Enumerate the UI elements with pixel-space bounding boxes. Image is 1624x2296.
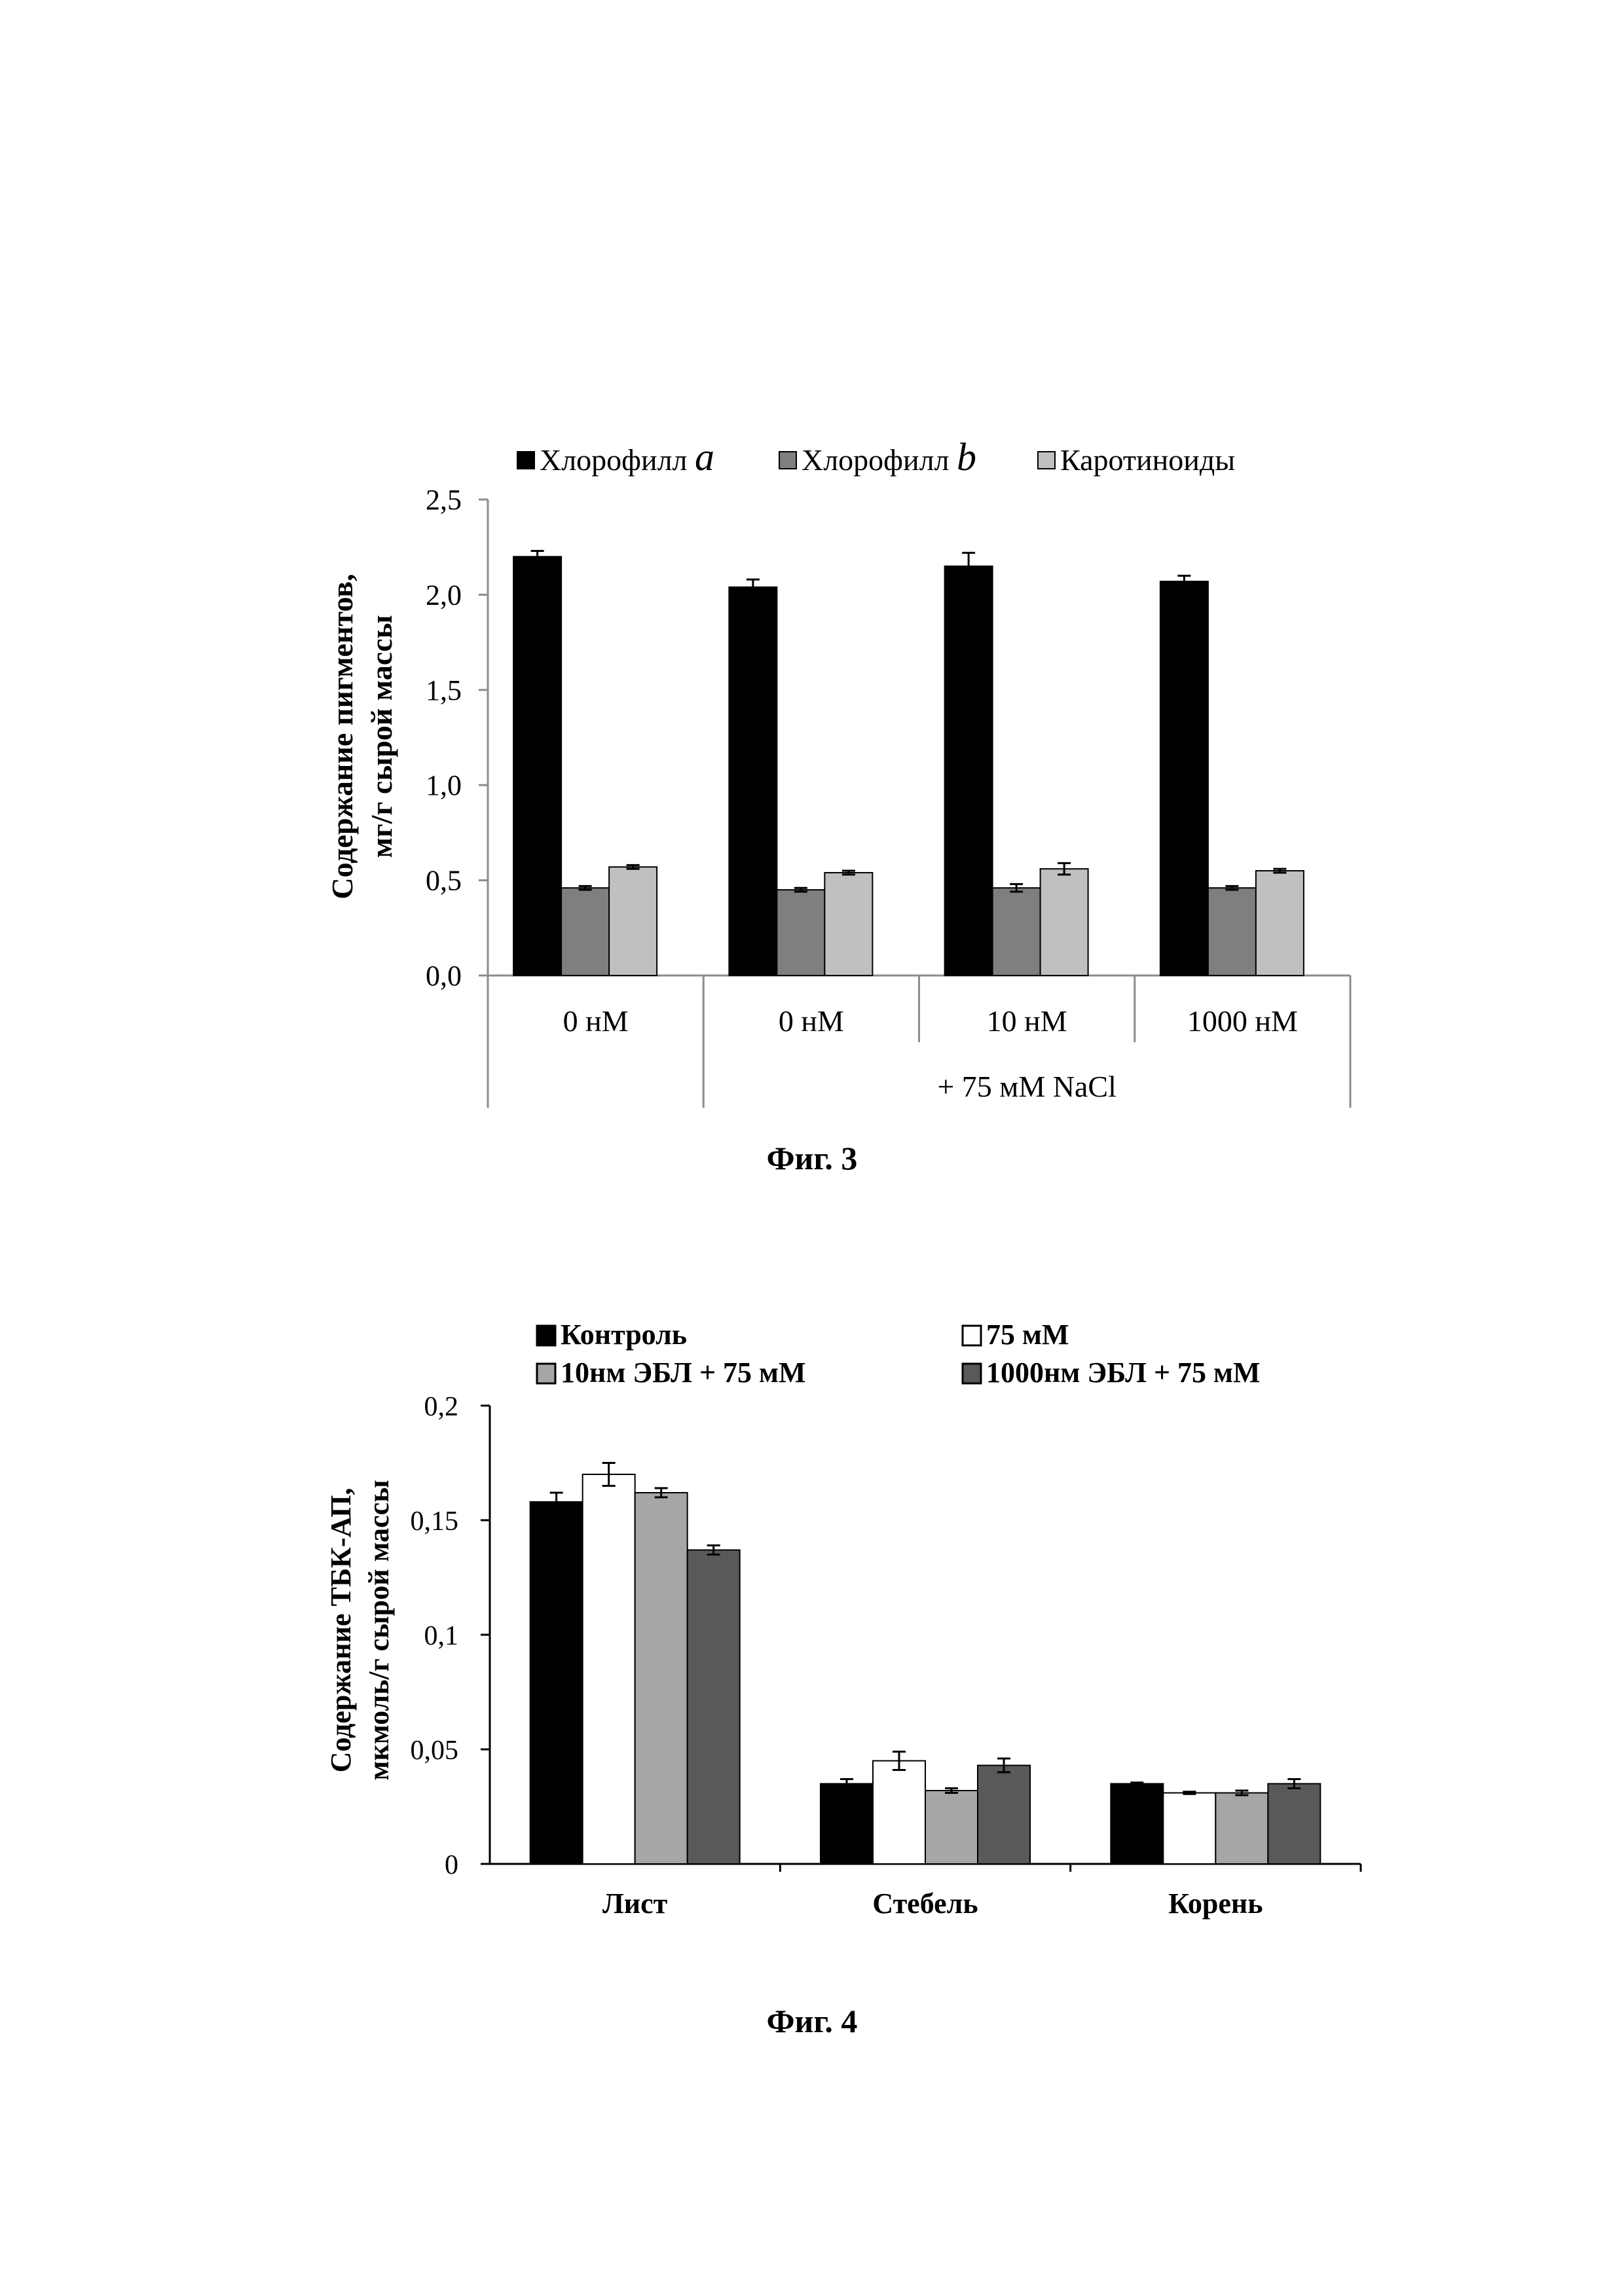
bar — [686, 1549, 741, 1865]
legend-swatch — [779, 451, 797, 469]
y-axis-title-line1: Содержание ТБК-АП, — [325, 1488, 357, 1773]
bar — [634, 1492, 688, 1865]
legend-label: Хлорофилл b — [802, 435, 976, 479]
legend-label: 1000нм ЭБЛ + 75 мМ — [986, 1357, 1261, 1389]
y-tick-label: 0,05 — [411, 1736, 459, 1766]
y-tick-label: 0,5 — [426, 865, 462, 897]
bar — [991, 887, 1041, 977]
y-tick-label: 2,0 — [426, 579, 462, 611]
bar — [944, 565, 993, 976]
legend-swatch — [517, 451, 535, 469]
bar — [824, 871, 874, 977]
bar — [1215, 1792, 1269, 1865]
y-tick-label: 2,5 — [426, 484, 462, 516]
x-category-label: 1000 нМ — [1187, 1004, 1298, 1038]
y-tick-label: 0,1 — [424, 1621, 459, 1651]
bar — [1267, 1783, 1321, 1865]
legend-swatch — [1037, 451, 1056, 469]
figure-3-caption: Фиг. 3 — [766, 1140, 858, 1176]
legend-label: 75 мМ — [986, 1319, 1069, 1351]
x-category-label: Корень — [1168, 1887, 1263, 1920]
x-category-label: 0 нМ — [563, 1004, 629, 1038]
x-category-label: 10 нМ — [987, 1004, 1067, 1038]
legend-label-italic: a — [695, 435, 714, 479]
x-category-label: Стебель — [872, 1887, 978, 1920]
bar — [1162, 1792, 1217, 1865]
x-category-label: 0 нМ — [779, 1004, 844, 1038]
y-axis-title: Содержание пигментов, мг/г сырой массы — [325, 574, 398, 899]
x-category-label: Лист — [602, 1887, 668, 1920]
legend-label: Контроль — [561, 1319, 687, 1351]
legend-swatch — [536, 1324, 557, 1347]
bar — [820, 1783, 874, 1865]
y-tick-label: 1,5 — [426, 674, 462, 706]
bar — [925, 1790, 978, 1865]
y-axis-title-line2: мкмоль/г сырой массы — [363, 1480, 395, 1780]
figure-4-caption: Фиг. 4 — [766, 2003, 858, 2039]
bar — [728, 586, 778, 976]
bar — [1255, 870, 1304, 977]
bar — [977, 1764, 1031, 1865]
legend-swatch — [961, 1324, 982, 1347]
bar — [561, 887, 610, 977]
y-axis-title: Содержание ТБК-АП, мкмоль/г сырой массы — [325, 1480, 395, 1780]
y-axis-title-line1: Содержание пигментов, — [325, 574, 359, 899]
bar — [1110, 1783, 1164, 1865]
y-tick-label: 0,0 — [426, 960, 462, 992]
legend-swatch — [961, 1362, 982, 1385]
legend-label-text: Каротиноиды — [1060, 443, 1235, 477]
bar — [513, 556, 563, 976]
legend-label: Каротиноиды — [1060, 443, 1235, 477]
legend-label-text: Хлорофилл — [540, 443, 695, 477]
y-tick-label: 0,2 — [424, 1392, 459, 1422]
x-group-label: + 75 мМ NaCl — [937, 1070, 1116, 1103]
y-tick-label: 1,0 — [426, 769, 462, 801]
y-axis-title-line2: мг/г сырой массы — [365, 615, 398, 858]
bar — [872, 1760, 926, 1865]
legend-label: 10нм ЭБЛ + 75 мМ — [561, 1357, 806, 1389]
y-tick-label: 0 — [445, 1850, 458, 1880]
bar — [581, 1474, 636, 1865]
bar — [529, 1501, 583, 1865]
legend-label: Хлорофилл a — [540, 435, 714, 479]
legend-swatch — [536, 1362, 557, 1385]
y-tick-label: 0,15 — [411, 1506, 459, 1537]
legend-label-text: Хлорофилл — [802, 443, 957, 477]
bar — [1207, 887, 1257, 977]
legend-label-italic: b — [957, 435, 976, 479]
